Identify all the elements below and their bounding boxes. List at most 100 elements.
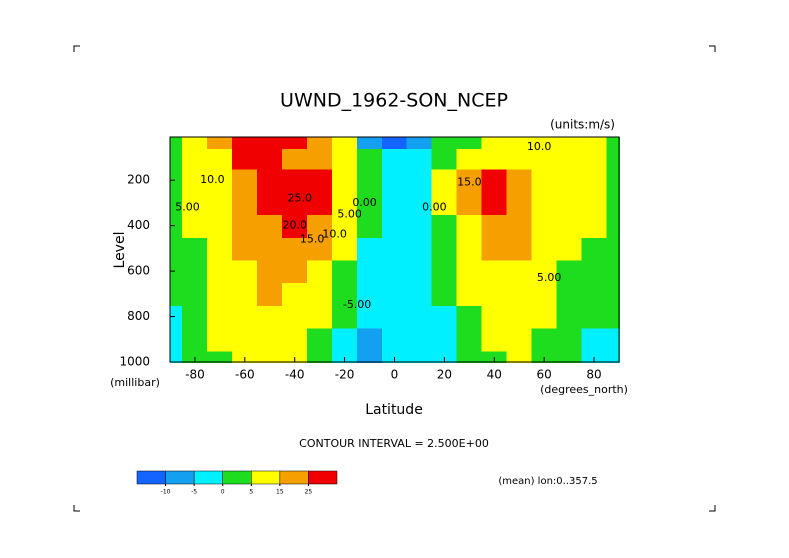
field-cell (381, 282, 408, 306)
field-cell (169, 136, 184, 150)
field-cell (169, 327, 184, 352)
contour-label: 0.00 (422, 200, 447, 213)
field-cell (232, 191, 259, 216)
field-cell (257, 136, 283, 150)
field-cell (282, 282, 308, 306)
field-cell (581, 304, 608, 329)
field-cell (207, 350, 234, 363)
field-cell (556, 350, 583, 363)
field-cell (207, 236, 234, 261)
field-cell (531, 304, 558, 329)
colorbar-box (165, 470, 195, 485)
field-cell (531, 282, 558, 306)
field-cell (207, 148, 234, 170)
x-tick-label: 20 (437, 368, 452, 382)
field-cell (406, 136, 433, 150)
field-cell (431, 259, 458, 284)
field-cell (306, 168, 333, 193)
field-cell (506, 214, 533, 238)
field-cell (182, 214, 209, 238)
field-cell (431, 304, 458, 329)
field-cell (556, 327, 583, 352)
contour-label: 10.0 (200, 173, 225, 186)
field-cell (406, 214, 433, 238)
colorbar-label: 25 (305, 489, 313, 496)
field-cell (481, 259, 508, 284)
field-cell (556, 168, 583, 193)
field-cell (182, 304, 209, 329)
field-cell (581, 136, 608, 150)
field-cell (207, 136, 234, 150)
field-cell (381, 136, 408, 150)
field-cell (331, 168, 358, 193)
field-cell (581, 327, 608, 352)
field-cell (606, 214, 620, 238)
field-cell (331, 148, 358, 170)
field-cell (406, 148, 433, 170)
field-cell (481, 136, 508, 150)
field-cell (606, 148, 620, 170)
field-cell (257, 259, 283, 284)
field-cell (232, 168, 259, 193)
field-cell (506, 168, 533, 193)
field-cell (506, 191, 533, 216)
contour-label: 15.0 (300, 232, 325, 245)
field-cell (456, 259, 483, 284)
field-cell (356, 236, 383, 261)
y-tick-label: 400 (127, 218, 150, 232)
field-cell (257, 214, 283, 238)
field-cell (506, 282, 533, 306)
field-cell (331, 327, 358, 352)
field-cell (282, 327, 308, 352)
field-cell (456, 214, 483, 238)
field-cell (581, 259, 608, 284)
y-tick-label: 1000 (119, 355, 150, 369)
field-cell (581, 168, 608, 193)
field-cell (232, 327, 259, 352)
field-cell (381, 259, 408, 284)
field-cell (232, 148, 259, 170)
field-cell (606, 191, 620, 216)
field-cell (531, 214, 558, 238)
units: (units:m/s) (550, 118, 615, 132)
field-cell (356, 350, 383, 363)
field-cell (556, 136, 583, 150)
x-tick-label: 80 (586, 368, 601, 382)
field-cell (506, 304, 533, 329)
corner-mark (709, 45, 716, 52)
field-cell (481, 236, 508, 261)
field-cell (232, 304, 259, 329)
x-tick-label: -60 (235, 368, 255, 382)
field-cell (406, 282, 433, 306)
field-cell (169, 236, 184, 261)
field-cell (506, 259, 533, 284)
field-cell (506, 327, 533, 352)
colorbar-box (251, 470, 281, 485)
contour-label: 25.0 (287, 191, 312, 204)
field-cell (232, 136, 259, 150)
field-cell (456, 350, 483, 363)
field-cell (606, 236, 620, 261)
contour-label: 5.00 (175, 200, 200, 213)
field (169, 136, 620, 363)
contour-interval: CONTOUR INTERVAL = 2.500E+00 (299, 437, 489, 450)
field-cell (581, 236, 608, 261)
field-cell (606, 282, 620, 306)
field-cell (506, 236, 533, 261)
field-cell (356, 168, 383, 193)
field-cell (381, 191, 408, 216)
field-cell (431, 168, 458, 193)
field-cell (406, 304, 433, 329)
field-cell (257, 148, 283, 170)
field-cell (406, 259, 433, 284)
x-axis-label: Latitude (365, 402, 423, 418)
field-cell (606, 259, 620, 284)
field-cell (381, 236, 408, 261)
corner-mark (73, 45, 80, 52)
field-cell (182, 236, 209, 261)
field-cell (207, 214, 234, 238)
field-cell (169, 350, 184, 363)
field-cell (306, 148, 333, 170)
